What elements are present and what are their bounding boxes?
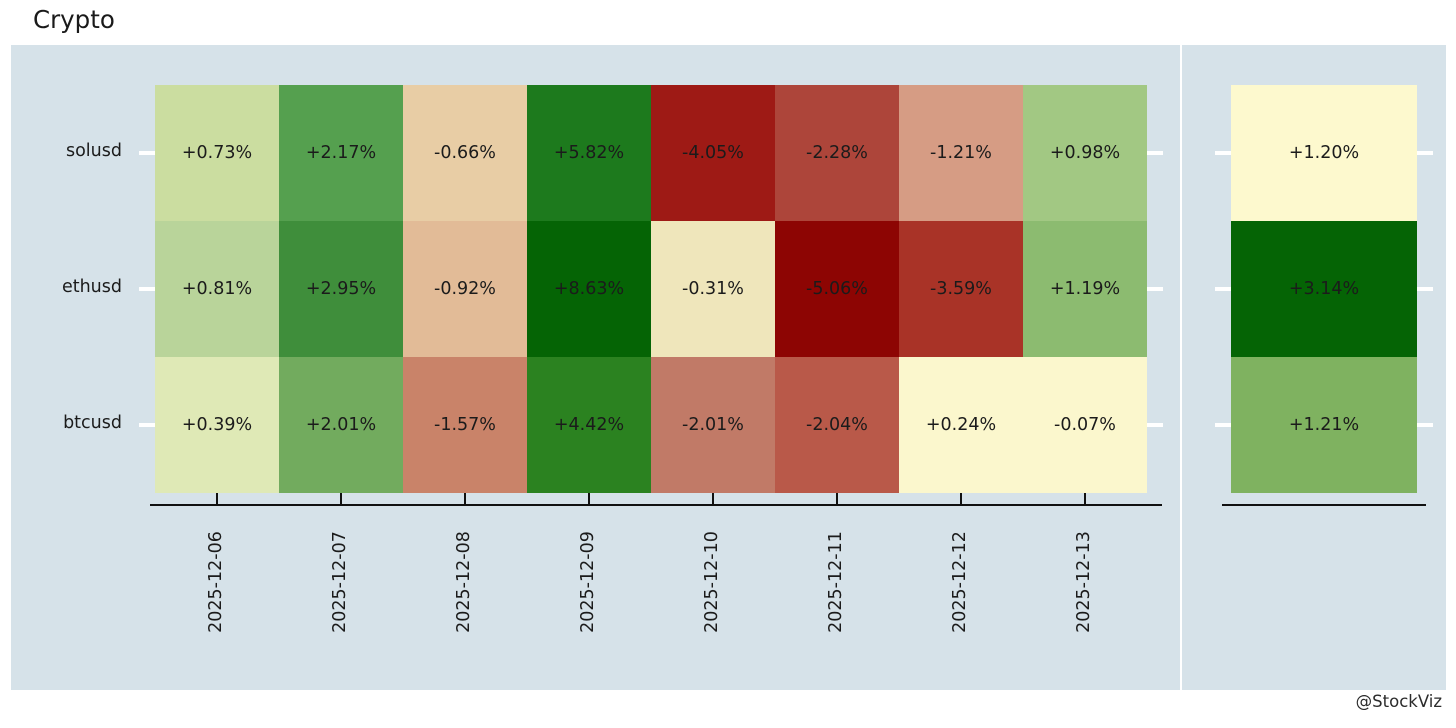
summary-heatmap-cell: +3.14% [1231, 221, 1417, 357]
stockviz-watermark: @StockViz [1355, 692, 1442, 711]
heatmap-cell: +0.98% [1023, 85, 1147, 221]
y-axis-tick [1417, 287, 1433, 291]
heatmap-cell: +8.63% [527, 221, 651, 357]
x-axis-label: 2025-12-11 [826, 531, 846, 633]
summary-heatmap-cell: +1.20% [1231, 85, 1417, 221]
x-axis-tick [216, 493, 218, 506]
heatmap-cell: +5.82% [527, 85, 651, 221]
x-axis-tick [960, 493, 962, 506]
heatmap-cell: +4.42% [527, 357, 651, 493]
x-axis-tick [836, 493, 838, 506]
x-axis-label: 2025-12-13 [1074, 531, 1094, 633]
x-axis-tick [464, 493, 466, 506]
x-axis-label: 2025-12-10 [702, 531, 722, 633]
heatmap-cell: -2.04% [775, 357, 899, 493]
y-axis-tick [1147, 287, 1163, 291]
x-axis-tick [712, 493, 714, 506]
x-axis-label: 2025-12-07 [330, 531, 350, 633]
y-axis-tick [139, 287, 155, 291]
y-axis-tick [139, 151, 155, 155]
y-axis-tick [1215, 423, 1231, 427]
heatmap-cell: -1.21% [899, 85, 1023, 221]
heatmap-cell: -4.05% [651, 85, 775, 221]
heatmap-cell: -0.31% [651, 221, 775, 357]
y-axis-tick [1417, 423, 1433, 427]
heatmap-cell: -0.92% [403, 221, 527, 357]
heatmap-cell: +1.19% [1023, 221, 1147, 357]
x-axis-tick [588, 493, 590, 506]
x-axis-label: 2025-12-12 [950, 531, 970, 633]
heatmap-cell: -3.59% [899, 221, 1023, 357]
x-axis-label: 2025-12-06 [206, 531, 226, 633]
y-axis-label: ethusd [61, 277, 122, 297]
x-axis-tick [340, 493, 342, 506]
x-axis-label: 2025-12-09 [578, 531, 598, 633]
main-x-axis-line [150, 504, 1162, 506]
heatmap-cell: -2.01% [651, 357, 775, 493]
heatmap-cell: +0.24% [899, 357, 1023, 493]
summary-x-axis-line [1222, 504, 1426, 506]
heatmap-cell: +2.01% [279, 357, 403, 493]
y-axis-tick [1147, 151, 1163, 155]
heatmap-cell: +2.95% [279, 221, 403, 357]
y-axis-tick [139, 423, 155, 427]
y-axis-tick [1147, 423, 1163, 427]
heatmap-cell: -1.57% [403, 357, 527, 493]
heatmap-cell: +2.17% [279, 85, 403, 221]
heatmap-cell: -5.06% [775, 221, 899, 357]
heatmap-cell: -2.28% [775, 85, 899, 221]
y-axis-label: btcusd [63, 413, 122, 433]
y-axis-label: solusd [65, 141, 122, 161]
x-axis-tick [1084, 493, 1086, 506]
heatmap-cell: +0.39% [155, 357, 279, 493]
summary-heatmap-cell: +1.21% [1231, 357, 1417, 493]
chart-title: Crypto [33, 5, 115, 34]
heatmap-cell: -0.66% [403, 85, 527, 221]
heatmap-cell: +0.81% [155, 221, 279, 357]
y-axis-tick [1215, 151, 1231, 155]
heatmap-cell: -0.07% [1023, 357, 1147, 493]
x-axis-label: 2025-12-08 [454, 531, 474, 633]
y-axis-tick [1417, 151, 1433, 155]
y-axis-tick [1215, 287, 1231, 291]
heatmap-cell: +0.73% [155, 85, 279, 221]
